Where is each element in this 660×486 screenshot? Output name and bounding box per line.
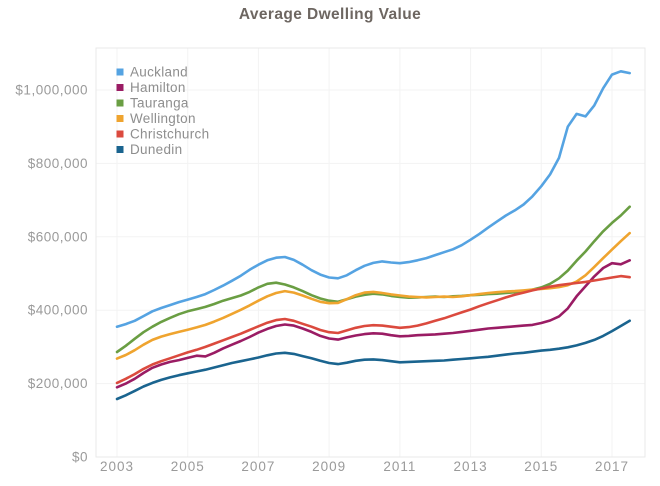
x-tick-label: 2013 [454, 459, 488, 474]
x-tick-label: 2007 [241, 459, 275, 474]
legend-swatch-auckland [116, 68, 124, 76]
x-tick-label: 2015 [524, 459, 558, 474]
legend-swatch-dunedin [116, 146, 124, 153]
gridlines [96, 48, 645, 458]
chart-title: Average Dwelling Value [238, 6, 422, 23]
legend: AucklandHamiltonTaurangaWellingtonChrist… [116, 65, 209, 157]
x-tick-label: 2009 [312, 459, 346, 474]
legend-label-christchurch: Christchurch [130, 127, 209, 142]
legend-label-dunedin: Dunedin [130, 142, 182, 157]
x-tick-label: 2003 [100, 459, 134, 474]
series-line-hamilton [115, 258, 632, 389]
legend-swatch-tauranga [116, 99, 124, 107]
series-line-wellington [115, 231, 632, 360]
legend-label-wellington: Wellington [130, 111, 196, 126]
x-tick-label: 2011 [383, 459, 416, 474]
axis-labels: $0 $200,000 $400,000 $600,000 $800,000 $1,000… [15, 83, 629, 475]
y-tick-label: $400,000 [28, 303, 88, 318]
series-lines [115, 70, 632, 401]
legend-label-hamilton: Hamilton [130, 80, 186, 95]
y-tick-label: $200,000 [28, 376, 88, 391]
legend-label-auckland: Auckland [130, 65, 188, 80]
series-line-auckland [115, 70, 632, 329]
plot-border [95, 47, 646, 458]
x-tick-label: 2005 [171, 459, 205, 474]
y-tick-label: $0 [72, 450, 88, 465]
y-tick-label: $800,000 [28, 156, 88, 171]
series-line-christchurch [115, 274, 632, 385]
series-line-dunedin [115, 319, 632, 401]
legend-swatch-wellington [116, 115, 124, 122]
y-tick-label: $1,000,000 [15, 83, 88, 98]
x-tick-label: 2017 [595, 459, 629, 474]
legend-swatch-christchurch [116, 130, 124, 138]
legend-swatch-hamilton [116, 84, 124, 91]
legend-label-tauranga: Tauranga [130, 96, 189, 111]
series-line-tauranga [115, 205, 632, 354]
y-tick-label: $600,000 [28, 229, 88, 244]
